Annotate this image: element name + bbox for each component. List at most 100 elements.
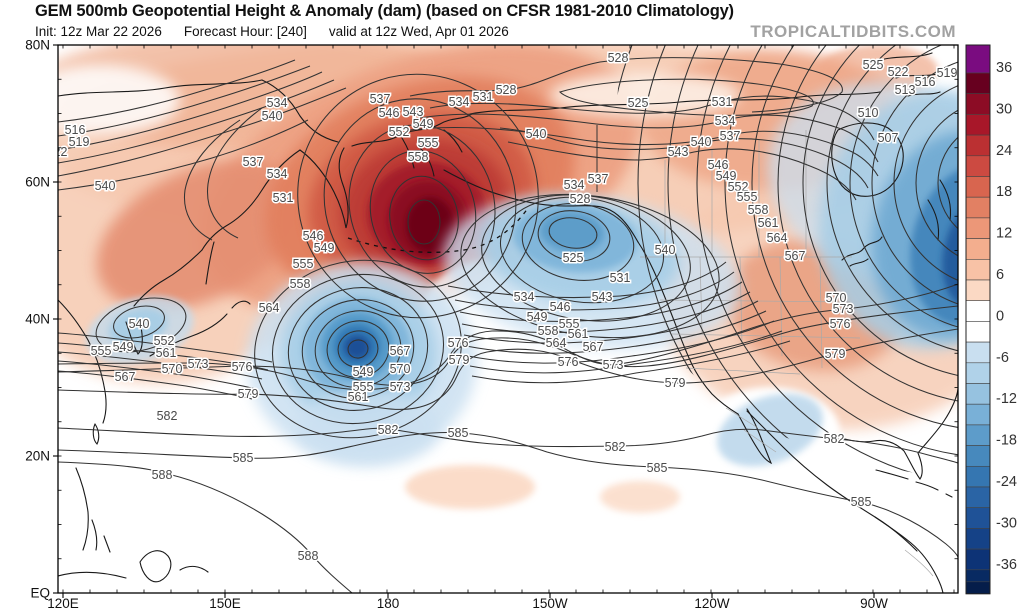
height-contours: [58, 45, 958, 593]
colorbar-tick-label: 24: [996, 143, 1012, 159]
height-contour-label: 531: [610, 271, 631, 285]
forecast-hour: Forecast Hour: [240]: [183, 24, 307, 39]
height-contour-label: 528: [496, 83, 517, 97]
tropicaltidbits-watermark: TROPICALTIDBITS.COM: [750, 22, 956, 41]
height-contour-label: 555: [91, 344, 112, 358]
height-contour-label: 570: [390, 362, 411, 376]
height-contour-label: 549: [413, 117, 434, 131]
height-contour-label: 588: [298, 549, 319, 563]
height-contour-label: 558: [408, 150, 429, 164]
height-contour-label: 582: [378, 423, 399, 437]
height-contour-label: 510: [858, 106, 879, 120]
height-contour-label: 558: [748, 203, 769, 217]
height-contour-label: 561: [156, 346, 177, 360]
height-contour-label: 567: [115, 370, 136, 384]
colorbar: 36 30 24 18 12 6 0 -6 -12 -18 -24 -30 -36: [965, 44, 1017, 595]
height-contour-label: 585: [647, 461, 668, 475]
map-title: GEM 500mb Geopotential Height & Anomaly …: [35, 2, 734, 20]
height-contour-label: 507: [878, 131, 899, 145]
lon-axis-label: 90W: [860, 596, 888, 611]
colorbar-tick-label: 6: [996, 267, 1004, 283]
height-contour-label: 558: [538, 324, 559, 338]
lon-axis-label: 150E: [209, 596, 241, 611]
colorbar-tick-label: 36: [996, 60, 1012, 76]
height-contour-label: 519: [937, 66, 958, 80]
height-contour-label: 573: [188, 357, 209, 371]
axis-labels: 120E 150E 180 150W 120W 90W 80N 60N 40N 20N EQ: [25, 38, 888, 612]
colorbar-tick-label: -12: [996, 391, 1017, 407]
height-contour-label: 528: [570, 192, 591, 206]
height-contour-label: 561: [758, 216, 779, 230]
init-time: Init: 12z Mar 22 2026: [35, 24, 162, 39]
colorbar-tick-label: -36: [996, 557, 1017, 573]
height-contour-label: 540: [691, 135, 712, 149]
height-contour-label: 585: [233, 451, 254, 465]
height-contour-label: 516: [65, 123, 86, 137]
height-contour-label: 540: [655, 243, 676, 257]
height-contour-label: 567: [583, 340, 604, 354]
height-contour-label: 522: [47, 145, 68, 159]
height-contour-label: 555: [737, 190, 758, 204]
height-contour-label: 582: [824, 432, 845, 446]
height-contour-label: 555: [559, 317, 580, 331]
height-contour-label: 555: [418, 136, 439, 150]
height-contour-label: 567: [785, 249, 806, 263]
height-contour-label: 540: [262, 109, 283, 123]
height-contour-label: 546: [379, 106, 400, 120]
height-contour-label: 549: [716, 169, 737, 183]
height-contour-label: 519: [69, 135, 90, 149]
height-contour-label: 549: [527, 310, 548, 324]
height-contour-label: 540: [129, 317, 150, 331]
height-contour-label: 552: [389, 125, 410, 139]
height-contour-label: 576: [448, 336, 469, 350]
height-contour-label: 531: [473, 90, 494, 104]
height-contour-label: 555: [353, 380, 374, 394]
height-contour-label: 540: [95, 179, 116, 193]
height-contour-label: 555: [293, 257, 314, 271]
lon-axis-label: 150W: [532, 596, 568, 611]
height-contour-label: 513: [895, 83, 916, 97]
height-contour-label: 564: [259, 301, 280, 315]
height-contour-label: 537: [588, 172, 609, 186]
colorbar-tick-label: 18: [996, 184, 1012, 200]
height-contour-label: 534: [267, 167, 288, 181]
height-contour-label: 573: [833, 302, 854, 316]
height-contour-label: 570: [162, 362, 183, 376]
height-contour-label: 537: [370, 92, 391, 106]
height-contour-label: 561: [568, 327, 589, 341]
height-contour-label: 525: [563, 251, 584, 265]
colorbar-tick-label: 12: [996, 226, 1012, 242]
height-contour-label: 582: [605, 440, 626, 454]
lon-axis-label: 120E: [47, 596, 79, 611]
lat-axis-label: 80N: [25, 38, 50, 53]
height-contour-label: 546: [550, 300, 571, 314]
height-contour-label: 576: [558, 355, 579, 369]
height-contour-label: 564: [546, 336, 567, 350]
colorbar-tick-label: -18: [996, 433, 1017, 449]
colorbar-tick-label: 0: [996, 308, 1004, 324]
aleutian-islands: [347, 207, 529, 254]
height-contour-label: 528: [608, 51, 629, 65]
height-contour-label: 543: [592, 290, 613, 304]
height-contour-label: 552: [154, 334, 175, 348]
height-contour-label: 570: [826, 291, 847, 305]
lat-axis-label: 60N: [25, 175, 50, 190]
height-contour-label: 525: [628, 96, 649, 110]
height-contour-label: 537: [720, 129, 741, 143]
height-contour-label: 531: [273, 191, 294, 205]
colorbar-tick-label: -24: [996, 474, 1017, 490]
height-contour-label: 549: [353, 365, 374, 379]
map-subtitle: Init: 12z Mar 22 2026 Forecast Hour: [24…: [35, 24, 734, 39]
height-contour-label: 546: [708, 158, 729, 172]
height-contour-label: 534: [715, 114, 736, 128]
height-contour-label: 522: [888, 65, 909, 79]
height-contour-label: 576: [232, 360, 253, 374]
height-contour-label: 516: [915, 75, 936, 89]
lat-axis-label: 40N: [25, 312, 50, 327]
height-contour-label: 582: [157, 409, 178, 423]
height-contour-label: 543: [668, 145, 689, 159]
height-contour-label: 579: [825, 347, 846, 361]
height-contour-label: 543: [403, 105, 424, 119]
